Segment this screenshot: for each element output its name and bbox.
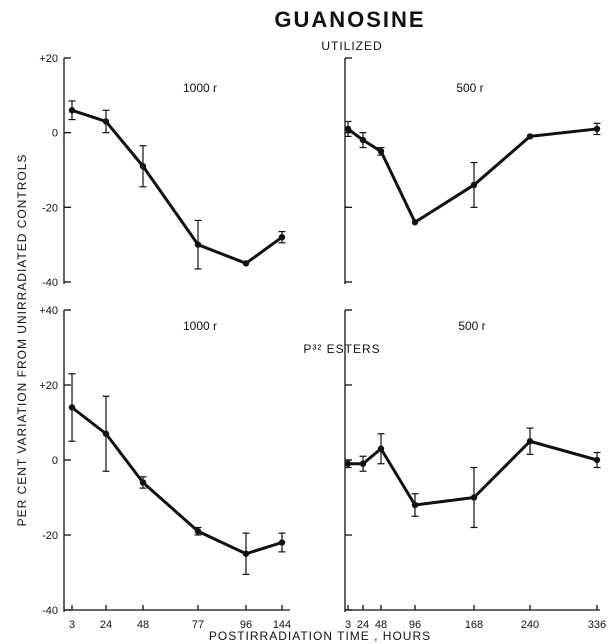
- data-point: [526, 133, 534, 140]
- data-point: [470, 181, 478, 189]
- y-tick-label: -40: [42, 277, 58, 289]
- y-tick-label: +20: [39, 380, 58, 392]
- data-point: [278, 234, 286, 241]
- data-point: [593, 125, 601, 133]
- plot-area: +20 0 -20 -40 1000 r 500 r +40 +20 0 -20 -40 3 24 48 7…: [39, 53, 606, 631]
- x-tick-label: 144: [273, 619, 291, 631]
- data-point: [526, 438, 534, 445]
- x-tick-label: 240: [521, 619, 539, 631]
- data-point: [68, 404, 76, 411]
- panel-4: 3 24 48 96 168 240 336 500 r: [344, 309, 606, 631]
- data-point: [359, 136, 367, 144]
- data-point: [593, 456, 601, 464]
- x-tick-label: 77: [192, 619, 204, 631]
- row-label-p32-esters: P³² ESTERS: [303, 342, 380, 356]
- y-axis-label: PER CENT VARIATION FROM UNIRRADIATED CON…: [15, 154, 29, 527]
- x-tick-label: 24: [100, 619, 112, 631]
- data-point: [194, 241, 202, 248]
- x-tick-label: 336: [588, 619, 606, 631]
- y-tick-label: -40: [42, 605, 58, 617]
- data-point: [411, 219, 419, 226]
- row-label-utilized: UTILIZED: [321, 39, 382, 53]
- data-point: [68, 107, 76, 114]
- panel-1: +20 0 -20 -40 1000 r: [39, 53, 286, 289]
- data-point: [242, 550, 250, 557]
- y-tick-label: -20: [42, 530, 58, 542]
- series-line: [71, 108, 283, 265]
- panel-label: 1000 r: [183, 319, 217, 333]
- y-tick-label: -20: [42, 202, 58, 214]
- data-point: [344, 125, 352, 133]
- data-point: [411, 501, 419, 509]
- data-point: [377, 148, 385, 155]
- x-tick-label: 96: [240, 619, 252, 631]
- data-point: [359, 460, 367, 467]
- data-point: [194, 528, 202, 535]
- y-tick-label: +40: [39, 305, 58, 317]
- data-point: [344, 460, 352, 467]
- x-tick-label: 48: [137, 619, 149, 631]
- data-point: [139, 479, 147, 486]
- data-point: [377, 445, 385, 452]
- data-point: [278, 539, 286, 546]
- x-tick-label: 24: [357, 619, 369, 631]
- data-point: [139, 163, 147, 170]
- panel-label: 500 r: [456, 81, 483, 95]
- x-tick-label: 3: [69, 619, 75, 631]
- panel-2: 500 r: [344, 57, 601, 284]
- x-axis-label: POSTIRRADIATION TIME , HOURS: [209, 629, 431, 643]
- panel-label: 500 r: [458, 319, 485, 333]
- x-tick-label: 48: [375, 619, 387, 631]
- data-point: [242, 260, 250, 267]
- series-line: [347, 127, 598, 224]
- data-point: [470, 494, 478, 501]
- y-tick-label: 0: [52, 455, 58, 467]
- x-tick-label: 96: [409, 619, 421, 631]
- chart-title: GUANOSINE: [274, 7, 425, 32]
- panel-3: +40 +20 0 -20 -40 3 24 48 77 96 144 1000 r: [39, 305, 291, 631]
- y-tick-label: 0: [52, 128, 58, 140]
- panel-label: 1000 r: [183, 81, 217, 95]
- x-tick-label: 168: [465, 619, 483, 631]
- series-line: [71, 406, 283, 556]
- y-tick-label: +20: [39, 53, 58, 65]
- data-point: [102, 430, 110, 437]
- x-tick-label: 3: [345, 619, 351, 631]
- data-point: [102, 118, 110, 125]
